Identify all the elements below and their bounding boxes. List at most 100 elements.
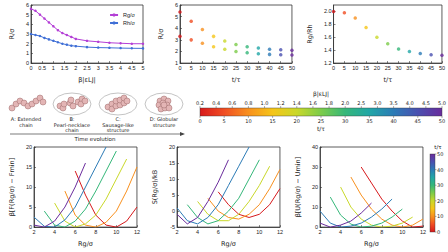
svg-text:25: 25: [385, 65, 391, 71]
svg-text:6: 6: [26, 2, 29, 8]
svg-text:5: 5: [175, 14, 178, 20]
svg-text:5: 5: [190, 65, 193, 71]
svg-text:0.6: 0.6: [228, 100, 236, 106]
svg-text:25: 25: [233, 65, 239, 71]
svg-text:45: 45: [278, 65, 284, 71]
svg-text:0: 0: [172, 208, 175, 214]
svg-text:2: 2: [175, 229, 178, 235]
svg-text:0: 0: [178, 65, 181, 71]
svg-text:1: 1: [26, 50, 29, 56]
svg-text:12: 12: [277, 229, 283, 235]
svg-text:3.5: 3.5: [106, 65, 114, 71]
svg-text:40: 40: [390, 118, 396, 124]
svg-text:30: 30: [396, 65, 402, 71]
svg-text:1.8: 1.8: [324, 21, 332, 27]
svg-text:45: 45: [428, 65, 434, 71]
svg-text:5: 5: [223, 118, 226, 124]
svg-text:2: 2: [32, 229, 35, 235]
svg-text:4.5: 4.5: [422, 100, 430, 106]
svg-text:8: 8: [94, 229, 97, 235]
svg-text:4: 4: [175, 25, 178, 31]
svg-text:2.0: 2.0: [341, 100, 349, 106]
svg-text:35: 35: [255, 65, 261, 71]
svg-text:30: 30: [244, 65, 250, 71]
svg-text:0: 0: [332, 65, 335, 71]
svg-text:10: 10: [352, 65, 358, 71]
svg-text:50: 50: [439, 65, 445, 71]
svg-text:30: 30: [312, 164, 318, 170]
svg-text:β[F(Rg/σ) − Fmin]: β[F(Rg/σ) − Fmin]: [8, 158, 16, 217]
svg-text:t/τ: t/τ: [232, 76, 241, 84]
svg-text:1.4: 1.4: [293, 100, 301, 106]
svg-text:0.4: 0.4: [212, 100, 220, 106]
svg-text:3: 3: [175, 37, 178, 43]
svg-text:20: 20: [222, 65, 228, 71]
svg-text:8: 8: [237, 229, 240, 235]
svg-text:2.5: 2.5: [83, 65, 91, 71]
svg-text:1.6: 1.6: [309, 100, 317, 106]
svg-text:30: 30: [437, 182, 443, 188]
svg-text:0: 0: [437, 229, 440, 235]
svg-text:50: 50: [437, 151, 443, 157]
svg-text:t/τ: t/τ: [383, 76, 392, 84]
svg-text:Rg/σ: Rg/σ: [364, 240, 379, 248]
svg-text:6: 6: [217, 229, 220, 235]
svg-text:15: 15: [169, 160, 175, 166]
svg-text:10: 10: [199, 65, 205, 71]
svg-text:12: 12: [420, 229, 426, 235]
svg-text:4: 4: [196, 229, 199, 235]
svg-text:5: 5: [141, 65, 144, 71]
svg-text:25: 25: [318, 118, 324, 124]
svg-text:3.5: 3.5: [390, 100, 398, 106]
svg-text:10: 10: [312, 204, 318, 210]
svg-text:10: 10: [437, 213, 443, 219]
svg-text:6: 6: [175, 2, 178, 8]
svg-text:40: 40: [437, 167, 443, 173]
svg-text:40: 40: [312, 144, 318, 150]
svg-text:1.0: 1.0: [261, 100, 269, 106]
svg-text:0.5: 0.5: [38, 65, 46, 71]
svg-text:10: 10: [26, 184, 32, 190]
svg-text:35: 35: [366, 118, 372, 124]
svg-text:50: 50: [439, 118, 445, 124]
svg-text:0.8: 0.8: [244, 100, 252, 106]
svg-text:β|εLJ|: β|εLJ|: [313, 90, 329, 98]
svg-text:4.5: 4.5: [128, 65, 136, 71]
svg-text:4: 4: [26, 21, 29, 27]
svg-text:1.5: 1.5: [61, 65, 69, 71]
svg-text:20: 20: [294, 118, 300, 124]
svg-text:5: 5: [172, 192, 175, 198]
svg-text:35: 35: [406, 65, 412, 71]
svg-text:15: 15: [269, 118, 275, 124]
svg-text:6: 6: [360, 229, 363, 235]
svg-text:15: 15: [26, 164, 32, 170]
svg-text:20: 20: [312, 184, 318, 190]
svg-text:2: 2: [318, 229, 321, 235]
svg-text:12: 12: [134, 229, 140, 235]
svg-text:50: 50: [289, 65, 295, 71]
svg-text:10: 10: [245, 118, 251, 124]
svg-text:t/τ: t/τ: [317, 125, 325, 132]
svg-text:3.0: 3.0: [373, 100, 381, 106]
svg-text:0: 0: [29, 65, 32, 71]
svg-text:30: 30: [342, 118, 348, 124]
svg-text:Rg/σ: Rg/σ: [78, 240, 93, 248]
svg-text:1.2: 1.2: [324, 60, 332, 66]
svg-text:4: 4: [339, 229, 342, 235]
svg-text:Rh/σ: Rh/σ: [123, 20, 136, 26]
svg-text:t/τ: t/τ: [434, 144, 442, 150]
svg-text:6: 6: [74, 229, 77, 235]
svg-text:2.5: 2.5: [357, 100, 365, 106]
svg-text:Rg/σ: Rg/σ: [221, 240, 236, 248]
svg-text:β[U(Rg/σ) − Umin]: β[U(Rg/σ) − Umin]: [294, 157, 302, 218]
svg-text:2.0: 2.0: [324, 8, 332, 14]
svg-text:5.0: 5.0: [438, 100, 446, 106]
svg-text:1.4: 1.4: [324, 47, 332, 53]
svg-text:40: 40: [266, 65, 272, 71]
svg-text:5: 5: [343, 65, 346, 71]
svg-text:5: 5: [29, 204, 32, 210]
svg-text:S(Rg/σ)/kB: S(Rg/σ)/kB: [151, 170, 159, 205]
svg-text:20: 20: [169, 144, 175, 150]
svg-text:2: 2: [26, 41, 29, 47]
svg-text:10: 10: [256, 229, 262, 235]
